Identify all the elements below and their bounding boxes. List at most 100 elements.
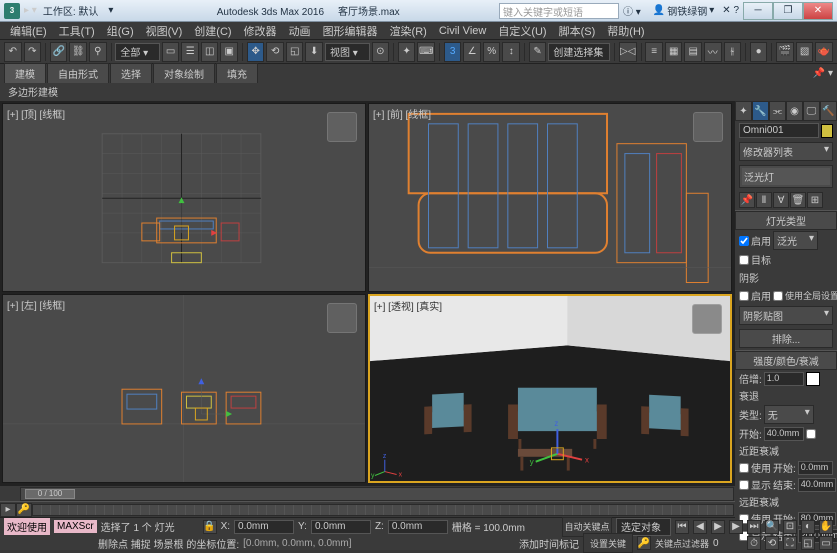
login-menu[interactable]: 👤 钢铁绿钢 ▾ [653, 3, 714, 18]
multiplier-spinner[interactable]: 1.0 [764, 372, 804, 386]
material-editor-button[interactable]: ● [750, 42, 768, 62]
cp-tab-modify[interactable]: 🔧 [752, 101, 769, 121]
viewport-top-label[interactable]: [+] [顶] [线框] [7, 106, 65, 121]
edit-named-sel-button[interactable]: ✎ [529, 42, 547, 62]
menu-group[interactable]: 组(G) [101, 23, 140, 39]
select-rect-button[interactable]: ◫ [201, 42, 219, 62]
select-button[interactable]: ▭ [162, 42, 180, 62]
next-frame-button[interactable]: ▶ [729, 520, 743, 534]
trackbar-keys-button[interactable]: 🔑 [16, 503, 32, 517]
pin-stack-button[interactable]: 📌 [739, 192, 755, 208]
remove-mod-button[interactable]: 🗑 [790, 192, 806, 208]
menu-animation[interactable]: 动画 [283, 23, 317, 39]
play-button[interactable]: ▶ [711, 520, 725, 534]
x-coord-field[interactable]: 0.0mm [234, 520, 294, 534]
toggle-ribbon-button[interactable]: ▤ [684, 42, 702, 62]
snap2d-button[interactable]: 3 [444, 42, 462, 62]
lock-selection-button[interactable]: 🔒 [203, 520, 217, 534]
time-config-button[interactable]: ⏱ [747, 536, 761, 550]
viewcube-persp[interactable] [692, 304, 722, 334]
object-name-field[interactable]: Omni001 [739, 123, 819, 138]
cp-tab-display[interactable]: 🖵 [803, 101, 820, 121]
light-type-combo[interactable]: 泛光▾ [773, 231, 818, 250]
viewport-front[interactable]: [+] [前] [线框] [368, 103, 732, 292]
angle-snap-button[interactable]: ∠ [463, 42, 481, 62]
menu-customize[interactable]: 自定义(U) [492, 23, 552, 39]
move-button[interactable]: ✥ [247, 42, 265, 62]
viewcube-front[interactable] [693, 112, 723, 142]
menu-view[interactable]: 视图(V) [140, 23, 189, 39]
lighttype-rollout-header[interactable]: 灯光类型 [735, 211, 837, 230]
light-color-swatch[interactable] [806, 372, 820, 386]
quick-access-arrow[interactable]: ▸ ▾ [24, 5, 37, 16]
menu-rendering[interactable]: 渲染(R) [384, 23, 433, 39]
menu-script[interactable]: 脚本(S) [553, 23, 602, 39]
tab-selection[interactable]: 选择 [110, 63, 152, 83]
nav-zoom-button[interactable]: 🔍 [765, 520, 779, 534]
maximize-button[interactable]: ❐ [773, 2, 803, 20]
render-setup-button[interactable]: 🎬 [776, 42, 794, 62]
goto-end-button[interactable]: ⏭ [747, 520, 761, 534]
decay-type-combo[interactable]: 无▾ [764, 405, 814, 424]
cp-tab-utilities[interactable]: 🔨 [820, 101, 837, 121]
decay-show-checkbox[interactable] [806, 429, 816, 439]
nav-fov-button[interactable]: ◐ [801, 520, 815, 534]
select-name-button[interactable]: ☰ [181, 42, 199, 62]
shadow-enable-checkbox[interactable] [739, 291, 749, 301]
nav-zoomext-button[interactable]: ⛶ [783, 536, 797, 550]
tab-freeform[interactable]: 自由形式 [47, 63, 109, 83]
ribbon-pin-icon[interactable]: 📌 ▾ [813, 68, 833, 79]
configure-button[interactable]: ⊞ [807, 192, 823, 208]
close-button[interactable]: ✕ [803, 2, 833, 20]
bind-button[interactable]: ⚲ [89, 42, 107, 62]
viewport-front-label[interactable]: [+] [前] [线框] [373, 106, 431, 121]
cp-tab-hierarchy[interactable]: ⫘ [769, 101, 786, 121]
unique-button[interactable]: ∀ [773, 192, 789, 208]
exclude-button[interactable]: 排除... [739, 329, 833, 348]
nav-zoomall-button[interactable]: ⊡ [783, 520, 797, 534]
menu-civilview[interactable]: Civil View [433, 25, 492, 37]
near-start-spinner[interactable]: 0.0mm [798, 461, 833, 475]
cp-tab-create[interactable]: ✦ [735, 101, 752, 121]
link-button[interactable]: 🔗 [50, 42, 68, 62]
z-coord-field[interactable]: 0.0mm [388, 520, 448, 534]
scale-button[interactable]: ◱ [286, 42, 304, 62]
menu-modifiers[interactable]: 修改器 [238, 23, 283, 39]
nav-region-button[interactable]: ▭ [819, 536, 833, 550]
nav-orbit-button[interactable]: ⟲ [765, 536, 779, 550]
help-search-input[interactable]: 键入关键字或短语 [499, 3, 619, 19]
tab-modeling[interactable]: 建模 [4, 63, 46, 83]
goto-start-button[interactable]: ⏮ [675, 520, 689, 534]
exchange-icon[interactable]: ✕ ? [722, 5, 739, 16]
pivot-button[interactable]: ⊙ [372, 42, 390, 62]
mirror-button[interactable]: ▷◁ [619, 42, 637, 62]
prev-frame-button[interactable]: ◀ [693, 520, 707, 534]
modifier-list-combo[interactable]: 修改器列表▾ [739, 142, 833, 161]
nav-maximize-button[interactable]: ◱ [801, 536, 815, 550]
time-slider[interactable]: 0 / 100 [20, 487, 734, 501]
rotate-button[interactable]: ⟲ [266, 42, 284, 62]
viewport-persp-label[interactable]: [+] [透视] [真实] [374, 298, 442, 313]
menu-help[interactable]: 帮助(H) [601, 23, 650, 39]
percent-snap-button[interactable]: % [483, 42, 501, 62]
unlink-button[interactable]: ⛓ [69, 42, 87, 62]
info-center-icon[interactable]: ⓘ ▾ [623, 3, 641, 18]
viewport-left-label[interactable]: [+] [左] [线框] [7, 297, 65, 312]
redo-button[interactable]: ↷ [24, 42, 42, 62]
shadow-type-combo[interactable]: 阴影贴图▾ [739, 306, 833, 325]
viewcube-top[interactable] [327, 112, 357, 142]
viewport-left[interactable]: [+] [左] [线框] [2, 294, 366, 483]
tab-populate[interactable]: 填充 [216, 63, 258, 83]
near-use-checkbox[interactable] [739, 463, 749, 473]
layer-button[interactable]: ▦ [665, 42, 683, 62]
y-coord-field[interactable]: 0.0mm [311, 520, 371, 534]
window-crossing-button[interactable]: ▣ [220, 42, 238, 62]
undo-button[interactable]: ↶ [4, 42, 22, 62]
near-show-checkbox[interactable] [739, 480, 749, 490]
viewport-top[interactable]: [+] [顶] [线框] [2, 103, 366, 292]
viewcube-left[interactable] [327, 303, 357, 333]
target-checkbox[interactable] [739, 255, 749, 265]
spinner-snap-button[interactable]: ↕ [502, 42, 520, 62]
object-color-swatch[interactable] [821, 124, 833, 138]
keyboard-button[interactable]: ⌨ [417, 42, 435, 62]
